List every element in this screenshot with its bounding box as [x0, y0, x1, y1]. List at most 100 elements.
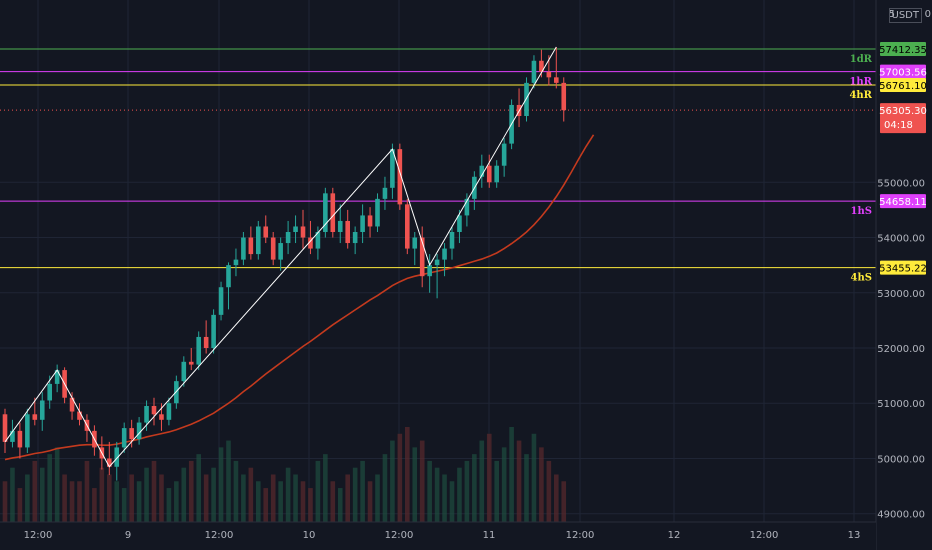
candle: [449, 226, 455, 260]
candle: [554, 46, 559, 89]
volume-bar: [300, 481, 306, 522]
candle: [486, 154, 492, 188]
candle-body: [419, 237, 425, 277]
candle-body: [300, 226, 306, 238]
x-tick-label: 12:00: [385, 530, 414, 541]
candle: [114, 441, 120, 481]
candle: [434, 254, 440, 299]
y-tick-label: 53000.00: [877, 289, 925, 300]
x-tick-label: 12:00: [205, 530, 234, 541]
candle: [442, 243, 447, 277]
candle: [457, 209, 462, 244]
y-tick-label: 52000.00: [877, 344, 925, 355]
scale-toggle[interactable]: 5: [888, 9, 895, 20]
volume-bar: [25, 474, 30, 522]
candle: [121, 422, 127, 453]
grid-lines: [0, 0, 876, 522]
candle-body: [47, 383, 52, 401]
candle: [17, 422, 23, 459]
candle-body: [397, 149, 403, 205]
candle-body: [54, 370, 60, 384]
volume-bar: [17, 488, 23, 522]
price-tag-label-4hR: 56761.10: [879, 81, 927, 92]
zigzag-line: [4, 46, 557, 468]
volume-bar: [412, 447, 418, 522]
x-tick-label: 9: [125, 530, 131, 541]
volume-bar: [181, 467, 187, 522]
candle: [300, 209, 306, 249]
volume-bar: [472, 454, 477, 522]
candle-body: [25, 414, 30, 448]
volume-bar: [263, 488, 269, 522]
volume-bar: [203, 474, 209, 522]
candle: [360, 204, 365, 244]
log-toggle[interactable]: 0: [924, 9, 931, 20]
candle-body: [315, 232, 321, 249]
candle: [412, 232, 418, 266]
y-tick-label: 49000.00: [877, 510, 925, 521]
candle-body: [337, 220, 343, 232]
candle: [390, 143, 395, 199]
candle-body: [211, 314, 216, 348]
candle: [241, 232, 246, 266]
price-tag-label-1hR: 57003.56: [879, 68, 927, 79]
volume-bar: [554, 474, 559, 522]
candle: [39, 392, 45, 431]
current-price-label: 56305.30: [879, 106, 927, 117]
level-label-4hS: 4hS: [851, 273, 872, 284]
volume-bar: [99, 467, 105, 522]
volume-bar: [226, 440, 231, 522]
candle: [10, 419, 15, 448]
y-tick-label: 51000.00: [877, 399, 925, 410]
candle: [196, 331, 201, 371]
volume-bar: [405, 427, 410, 522]
candle-body: [524, 82, 529, 116]
candle-body: [278, 243, 283, 260]
y-tick-label: 54000.00: [877, 234, 925, 245]
price-axis[interactable]: 49000.00 50000.00 51000.00 52000.00 53000.00…: [875, 0, 932, 550]
volume-bar: [92, 488, 97, 522]
candle-body: [561, 82, 567, 111]
current-price-tag: [880, 103, 926, 134]
candle-body: [69, 397, 75, 412]
price-tag-1hR: [880, 64, 926, 79]
candle-body: [181, 361, 187, 382]
volume-bar: [449, 481, 455, 522]
candle: [337, 204, 343, 244]
x-tick-label: 11: [483, 530, 496, 541]
volume-bar: [121, 488, 127, 522]
candle-body: [203, 336, 209, 348]
candle: [263, 215, 269, 244]
candle-body: [442, 248, 447, 260]
candle: [352, 226, 358, 255]
volume-bars: [2, 427, 567, 522]
candle-body: [479, 165, 485, 177]
volume-bar: [352, 467, 358, 522]
level-lines: 1dR 1hR 4hR 1hS 4hS: [0, 48, 876, 284]
volume-bar: [144, 467, 149, 522]
currency-badge[interactable]: USDT: [888, 8, 922, 23]
candle-body: [270, 237, 276, 260]
candle: [345, 209, 350, 249]
volume-bar: [539, 447, 544, 522]
level-label-1hS: 1hS: [851, 206, 872, 217]
volume-bar: [509, 427, 514, 522]
candle-body: [539, 60, 544, 72]
candle-body: [144, 406, 149, 423]
time-axis[interactable]: 12:00 9 12:00 10 12:00 11 12:00 12 12:00 13: [0, 521, 876, 550]
candle-body: [285, 232, 291, 244]
volume-bar: [218, 447, 224, 522]
volume-bar: [419, 440, 425, 522]
candle-body: [151, 406, 157, 415]
x-tick-label: 12:00: [750, 530, 779, 541]
ma-line: [4, 134, 595, 461]
price-tag-1hS: [880, 194, 926, 209]
volume-bar: [241, 474, 246, 522]
candle: [479, 154, 485, 188]
candle-body: [2, 414, 8, 442]
candle: [181, 356, 187, 387]
volume-bar: [382, 454, 388, 522]
volume-bar: [442, 474, 447, 522]
candle-body: [241, 237, 246, 260]
